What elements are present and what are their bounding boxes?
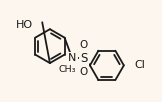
Text: Cl: Cl [135,60,145,70]
Text: O: O [80,67,88,77]
Text: CH₃: CH₃ [58,65,76,74]
Text: HO: HO [16,20,33,30]
Text: O: O [80,40,88,50]
Text: S: S [80,52,87,65]
Text: N: N [68,53,76,63]
